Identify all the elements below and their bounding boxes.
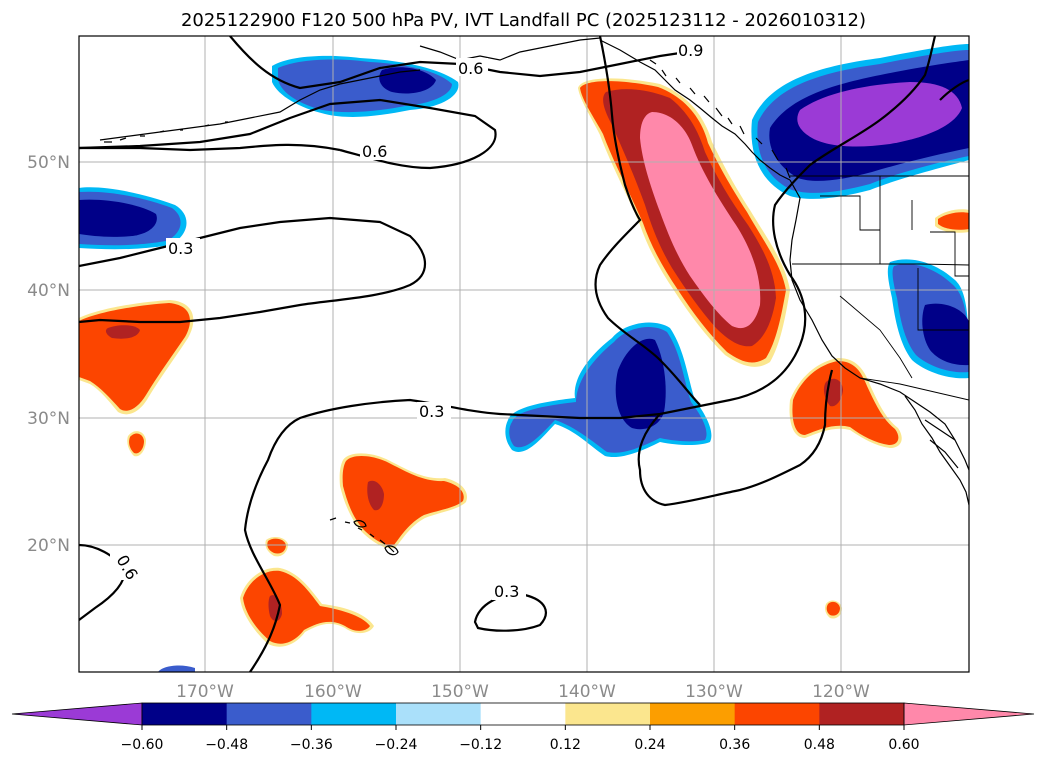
lon-label-140w: 140°W <box>558 682 616 702</box>
contour-label-03-central: 0.3 <box>419 402 444 421</box>
colorbar-segment <box>734 703 820 725</box>
colorbar: −0.60 −0.48 −0.36 −0.24 −0.12 0.12 0.24 0.36 0.4… <box>11 702 1035 753</box>
contour-label-03-west: 0.3 <box>168 239 193 258</box>
colorbar-frame <box>141 702 905 726</box>
colorbar-tick-label: 0.12 <box>550 737 581 753</box>
lon-label-160w: 160°W <box>304 682 362 702</box>
latitude-labels: 50°N 40°N 30°N 20°N <box>27 153 70 556</box>
contour-label-09-north: 0.9 <box>678 41 703 60</box>
colorbar-extension-low <box>11 702 143 726</box>
colorbar-extension-high <box>903 702 1035 726</box>
colorbar-segment <box>311 703 397 725</box>
graticule <box>79 36 969 672</box>
colorbar-tick-label: 0.48 <box>804 737 835 753</box>
lat-label-30n: 30°N <box>27 409 70 429</box>
colorbar-segment <box>480 703 566 725</box>
colorbar-tick-label: 0.36 <box>719 737 750 753</box>
colorbar-segment <box>650 703 736 725</box>
colorbar-tick-label: 0.24 <box>634 737 665 753</box>
lon-label-120w: 120°W <box>812 682 870 702</box>
positive-anomaly-regions <box>79 78 969 647</box>
contour-label-03-south: 0.3 <box>494 582 519 601</box>
pv-contours <box>79 36 969 672</box>
longitude-labels: 170°W 160°W 150°W 140°W 130°W 120°W <box>176 682 870 702</box>
contour-labels: 0.9 0.6 0.6 0.3 0.3 0.6 0.3 <box>110 40 705 601</box>
colorbar-tick-label: −0.12 <box>459 737 502 753</box>
lon-label-130w: 130°W <box>685 682 743 702</box>
contour-label-06-mid: 0.6 <box>362 142 387 161</box>
lat-label-20n: 20°N <box>27 536 70 556</box>
lon-label-150w: 150°W <box>431 682 489 702</box>
colorbar-segment <box>226 703 312 725</box>
colorbar-segment <box>142 703 228 725</box>
colorbar-tick-label: −0.48 <box>205 737 248 753</box>
colorbar-tick-label: −0.36 <box>290 737 333 753</box>
contour-label-06-north: 0.6 <box>458 59 483 78</box>
coastlines <box>99 37 969 556</box>
map-frame <box>78 35 970 673</box>
map-title: 2025122900 F120 500 hPa PV, IVT Landfall… <box>180 10 867 31</box>
lat-label-50n: 50°N <box>27 153 70 173</box>
colorbar-tick-label: −0.24 <box>375 737 418 753</box>
colorbar-segment <box>396 703 482 725</box>
negative-anomaly-regions <box>79 44 969 672</box>
lon-label-170w: 170°W <box>176 682 234 702</box>
colorbar-tick-label: −0.60 <box>121 737 164 753</box>
colorbar-tick-label: 0.60 <box>888 737 919 753</box>
colorbar-segment <box>565 703 651 725</box>
colorbar-segment <box>819 703 905 725</box>
lat-label-40n: 40°N <box>27 281 70 301</box>
